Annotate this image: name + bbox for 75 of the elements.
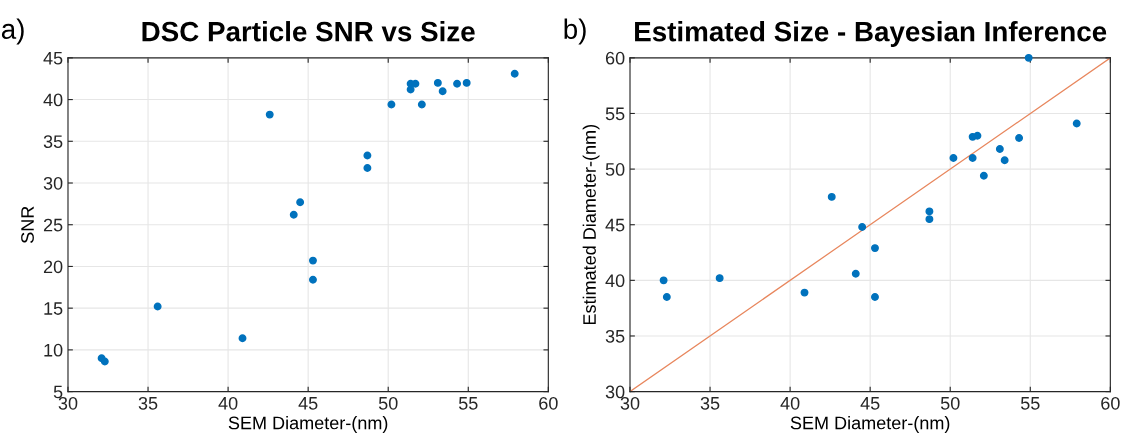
- point: [363, 164, 372, 172]
- y-tick-label: 25: [43, 218, 63, 232]
- x-tick-label: 35: [700, 396, 720, 410]
- point: [925, 207, 934, 216]
- point: [510, 69, 519, 78]
- y-tick-label: 15: [44, 302, 63, 315]
- y-tick-label: 30: [43, 176, 63, 190]
- y-tick-label: 40: [605, 274, 625, 288]
- point: [925, 215, 934, 224]
- y-tick-label: 45: [43, 51, 63, 65]
- y-tick-label: 10: [44, 343, 63, 357]
- point: [296, 198, 305, 207]
- point: [827, 192, 836, 201]
- chart-title: DSC Particle SNR vs Size: [142, 21, 475, 42]
- x-tick-label: 55: [458, 397, 478, 410]
- x-tick-label: 50: [940, 396, 960, 410]
- point: [406, 85, 415, 94]
- y-tick-label: 50: [605, 163, 625, 176]
- point: [153, 302, 162, 311]
- point: [973, 131, 982, 140]
- text: a): [1, 18, 24, 45]
- point: [715, 274, 724, 283]
- x-tick-label: 45: [298, 397, 318, 410]
- x-tick-label: 40: [218, 396, 238, 410]
- y-tick-label: 55: [605, 107, 625, 121]
- y-tick-label: 5: [53, 385, 63, 399]
- point: [662, 293, 671, 301]
- y-axis-title: Estimated Diameter-(nm): [582, 125, 600, 325]
- x-axis-title: SEM Diameter-(nm): [228, 416, 388, 433]
- y-tick-label: 40: [43, 93, 63, 107]
- point: [433, 78, 442, 87]
- point: [1024, 53, 1033, 62]
- y-axis-title: SNR: [21, 206, 34, 243]
- point: [1015, 133, 1024, 142]
- point: [309, 256, 317, 265]
- x-tick-label: 55: [1020, 397, 1040, 410]
- x-axis-title: SEM Diameter-(nm): [790, 416, 950, 433]
- x-tick-label: 60: [1101, 396, 1120, 410]
- y-tick-label: 35: [43, 135, 63, 149]
- point: [309, 275, 317, 284]
- y-tick-label: 30: [605, 385, 625, 399]
- point: [851, 269, 860, 278]
- point: [968, 154, 977, 162]
- point: [659, 276, 668, 285]
- x-tick-label: 35: [138, 396, 158, 410]
- y-tick-label: 20: [43, 260, 63, 274]
- point: [800, 288, 809, 297]
- point: [238, 334, 247, 343]
- y-tick-label: 35: [605, 329, 625, 343]
- point: [871, 244, 879, 253]
- y-tick-label: 45: [605, 218, 625, 232]
- point: [995, 145, 1004, 154]
- point: [949, 154, 958, 162]
- point: [387, 100, 396, 109]
- point: [462, 78, 471, 87]
- x-tick-label: 40: [780, 396, 800, 410]
- point: [453, 79, 462, 88]
- point: [979, 171, 988, 180]
- point: [265, 110, 274, 119]
- point: [363, 151, 372, 160]
- x-tick-label: 45: [860, 397, 880, 410]
- x-tick-label: 30: [58, 396, 78, 410]
- x-tick-label: 60: [539, 396, 558, 410]
- y-tick-label: 60: [605, 51, 625, 65]
- point: [858, 222, 867, 231]
- point: [1000, 156, 1009, 165]
- point: [1072, 119, 1081, 128]
- point: [417, 100, 426, 109]
- text: b): [564, 18, 586, 45]
- point: [871, 293, 879, 301]
- point: [289, 210, 298, 219]
- x-tick-label: 50: [378, 396, 398, 410]
- chart-title: Estimated Size - Bayesian Inference: [635, 21, 1107, 47]
- x-tick-label: 30: [620, 396, 640, 410]
- point: [438, 87, 447, 96]
